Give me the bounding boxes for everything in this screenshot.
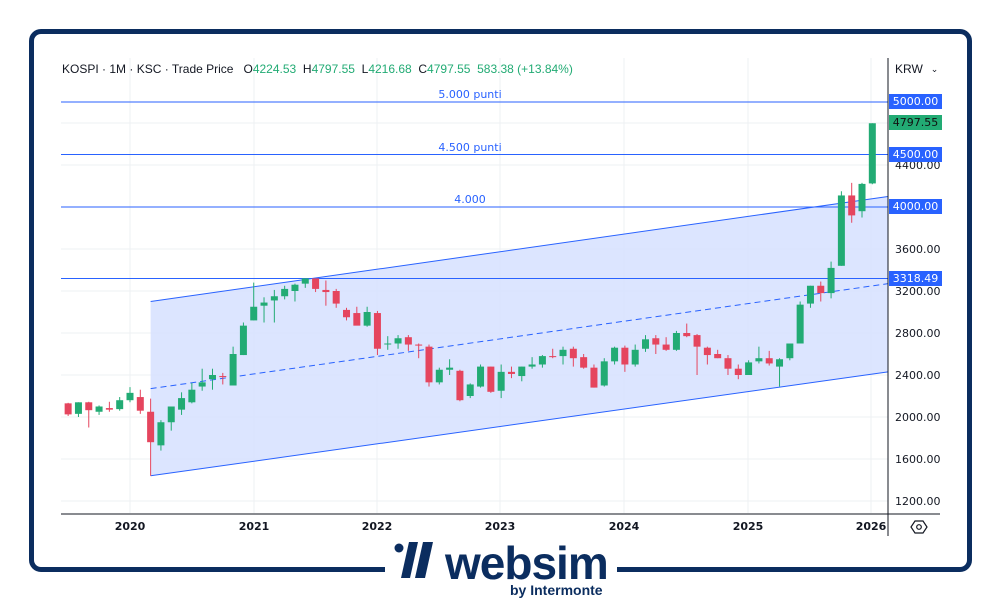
price-tag-4000: 4000.00 [889,199,942,214]
regression-channel[interactable] [150,196,889,477]
axes [61,58,940,536]
currency-selector[interactable]: KRW ⌄ [889,58,941,80]
close-value: 4797.55 [427,62,471,76]
open-value: 4224.53 [252,62,297,76]
y-tick-2000: 2000.00 [895,411,941,424]
price-tag-3318: 3318.49 [889,271,942,286]
x-tick-2021: 2021 [238,520,270,533]
low-label: L [361,62,369,76]
y-tick-3600: 3600.00 [895,243,941,256]
websim-logo: websim [393,537,609,589]
currency-label: KRW [895,62,923,76]
high-label: H [302,62,312,76]
y-tick-1600: 1600.00 [895,453,941,466]
price-type: Trade Price [171,62,234,76]
level-label-4500: 4.500 punti [438,141,502,154]
y-tick-2400: 2400.00 [895,369,941,382]
symbol-legend: KOSPI · 1M · KSC · Trade Price O4224.53 … [62,62,573,76]
chevron-down-icon: ⌄ [930,63,939,74]
level-label-5000: 5.000 punti [438,88,502,101]
x-tick-2026: 2026 [855,520,887,533]
exchange: KSC [136,62,162,76]
y-tick-1200: 1200.00 [895,495,941,508]
price-tag-last: 4797.55 [889,115,942,130]
x-tick-2024: 2024 [608,520,640,533]
candlesticks [64,123,876,476]
close-label: C [418,62,428,76]
x-tick-2022: 2022 [361,520,393,533]
price-tag-5000: 5000.00 [889,94,942,109]
symbol-name[interactable]: KOSPI [62,62,99,76]
level-label-4000: 4.000 [454,193,486,206]
change-value: 583.38 (+13.84%) [477,62,573,76]
x-tick-2020: 2020 [114,520,146,533]
open-label: O [243,62,253,76]
x-tick-2025: 2025 [732,520,764,533]
x-tick-2023: 2023 [484,520,516,533]
horizontal-levels[interactable] [61,101,888,280]
y-tick-2800: 2800.00 [895,327,941,340]
y-tick-4400: 4400.00 [895,159,941,172]
interval[interactable]: 1M [109,62,127,76]
brand-subtitle: by Intermonte [510,582,603,598]
y-tick-3200: 3200.00 [895,285,941,298]
high-value: 4797.55 [311,62,355,76]
price-tag-4500: 4500.00 [889,147,942,162]
low-value: 4216.68 [368,62,412,76]
settings-icon[interactable] [910,518,928,536]
brand-name: websim [445,537,609,589]
websim-mark-icon [394,542,433,578]
